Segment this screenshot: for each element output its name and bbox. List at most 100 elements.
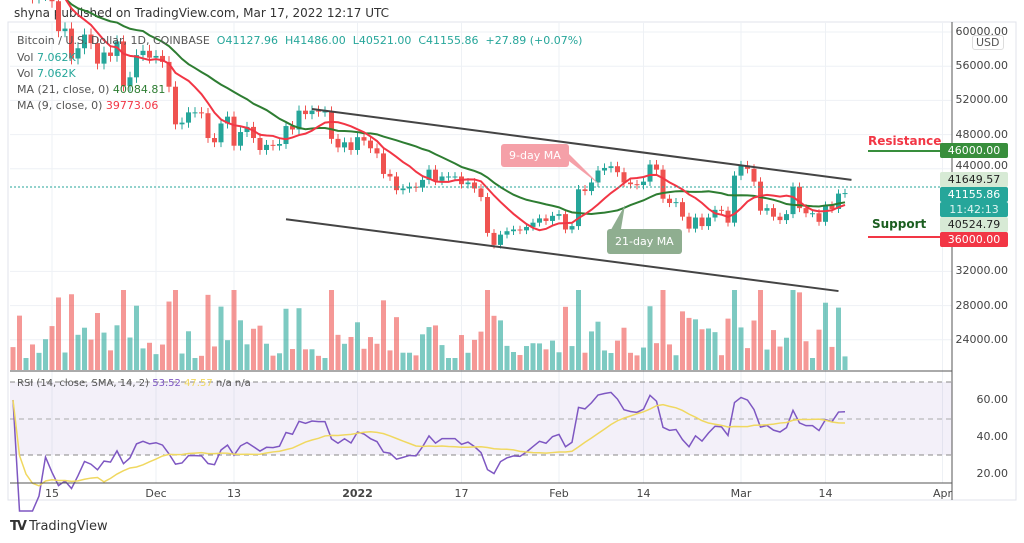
ohlc-close: C41155.86 [418,34,479,47]
volume-bar [134,305,139,370]
volume-bar [407,352,412,370]
candle-body [556,214,562,216]
volume-bar [374,343,380,370]
symbol-title[interactable]: Bitcoin / U.S. Dollar, 1D, COINBASE [17,34,210,47]
volume-bar [680,311,685,370]
volume-bar [82,327,87,370]
ma21-label[interactable]: MA (21, close, 0) [17,83,110,96]
candle-body [322,111,328,113]
candle-body [147,50,152,58]
tradingview-logo[interactable]: TV TradingView [10,519,108,534]
ma9-label[interactable]: MA (9, close, 0) [17,99,103,112]
volume-bar [699,329,705,370]
candle-body [355,137,360,150]
volume-bar [218,306,224,370]
candle-body [511,229,516,232]
ohlc-open: O41127.96 [216,34,278,47]
time-tick-label: Dec [145,487,167,500]
last-price-tag: 41155.86 [940,187,1008,202]
candle-body [498,234,503,245]
candle-body [231,116,237,146]
ohlc-change: +27.89 (+0.07%) [485,34,583,47]
candle-body [108,52,113,56]
candle-body [641,181,646,186]
volume-bar [127,337,133,370]
candle-body [121,41,126,86]
ma9-callout-pointer [565,150,600,185]
volume-bar [485,290,490,370]
candle-body [296,110,302,130]
candle-body [179,122,185,125]
vol-label[interactable]: Vol [17,51,34,64]
volume-bar [465,352,471,370]
candle-body [140,50,146,56]
volume-bar [582,352,588,370]
volume-bar [784,337,789,370]
volume-bar [30,344,35,370]
candle-body [309,110,315,115]
volume-bar [114,325,120,370]
time-tick-label: 14 [636,487,651,500]
candle-body [348,142,354,150]
volume-bar [725,318,731,370]
rsi-na: n/a [215,378,232,389]
volume-bar [400,352,406,370]
volume-bar [751,320,757,370]
price-tick-label: 44000.00 [955,159,1009,172]
volume-bar [153,354,159,370]
volume-bar [238,320,243,370]
candle-body [680,202,685,217]
candle-body [576,189,581,227]
candle-body [290,126,295,130]
volume-bar [660,290,666,370]
volume-bar [550,340,555,370]
price-tick-label: 24000.00 [955,332,1009,346]
vol-label[interactable]: Vol [17,67,34,80]
candle-body [387,173,393,177]
candle-body [667,198,672,203]
currency-button[interactable]: USD [972,35,1004,50]
channel-upper-line[interactable] [311,107,852,181]
candle-body [368,140,373,149]
candle-body [686,216,692,229]
volume-bar [706,328,711,370]
candle-body [205,113,211,139]
candle-body [478,188,484,198]
volume-bar [368,337,373,370]
volume-bar [569,346,575,370]
candle-body [615,166,620,173]
ma21-callout: 21-day MA [607,229,682,254]
volume-bar [23,358,29,370]
ma9-value: 39773.06 [105,99,159,112]
volume-bar [10,347,16,370]
volume-bar [816,329,822,370]
candle-body [381,153,386,174]
ma21-callout-pointer [608,205,625,235]
candle-body [95,43,100,64]
candle-body [69,28,74,59]
candle-body [251,126,256,139]
volume-bar [621,327,627,370]
candle-body [75,48,81,59]
volume-bar [205,294,211,370]
price-tick-label: 32000.00 [955,264,1009,278]
price-tick-label: 48000.00 [955,127,1009,141]
rsi-label[interactable]: RSI (14, close, SMA, 14, 2) [17,378,150,389]
volume-bar [147,342,152,370]
rsi-sma-line [12,399,846,487]
candle-body [394,176,399,191]
ma21-value: 40084.81 [112,83,166,96]
candle-body [134,55,139,78]
channel-lower-line[interactable] [285,218,839,293]
volume-bar [608,353,614,370]
volume-bar [693,319,698,370]
candle-body [342,142,347,148]
volume-bar [121,290,126,370]
candles [32,0,848,249]
volume-bar [758,290,763,370]
volume-bar [166,301,172,370]
brand-name: TradingView [29,519,108,534]
volume-bar [556,352,562,370]
candle-body [407,186,412,189]
